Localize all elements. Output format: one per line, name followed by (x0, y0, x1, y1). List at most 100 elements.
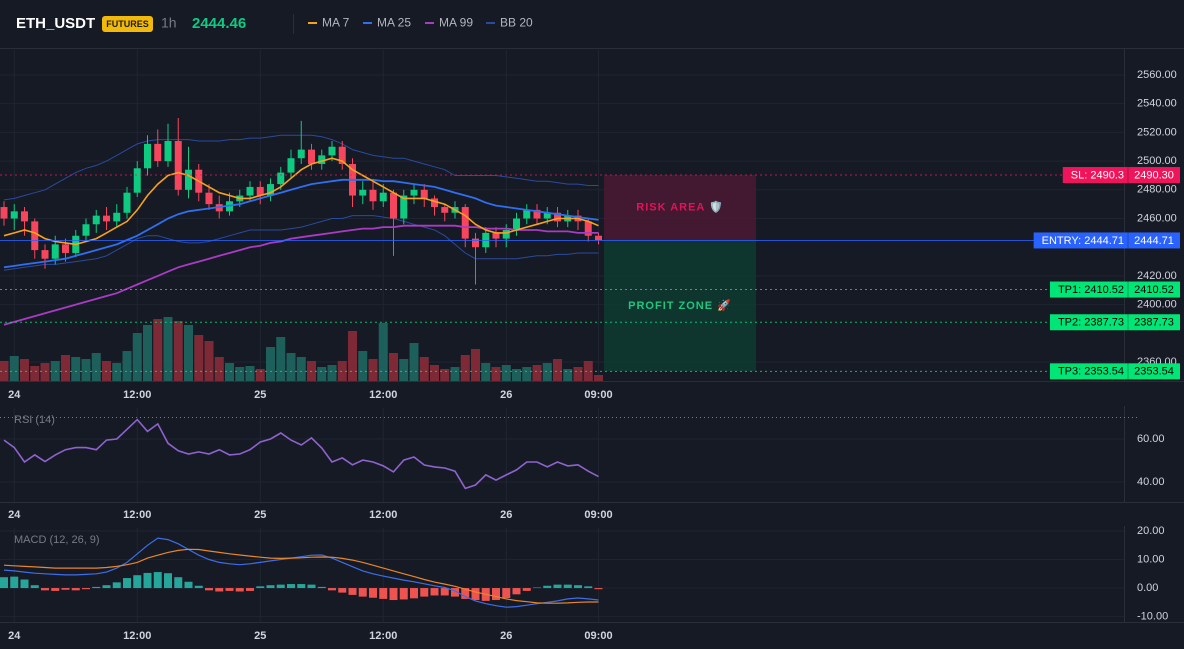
level-price-box (1128, 281, 1180, 298)
volume-bar (122, 351, 132, 381)
volume-bar (368, 359, 378, 381)
candle-body (359, 189, 367, 196)
volume-bar (276, 337, 286, 381)
volume-bar (542, 363, 552, 381)
histogram-bar (451, 588, 459, 597)
level-price-box (1128, 167, 1180, 184)
y-tick-label: 60.00 (1137, 433, 1165, 445)
histogram-bar (297, 584, 306, 589)
histogram-bar (164, 573, 172, 589)
histogram-bar (389, 588, 398, 601)
volume-bar (481, 363, 491, 381)
volume-bar (20, 359, 29, 381)
volume-bar (235, 367, 245, 381)
level-price: 2444.71 (1134, 235, 1174, 247)
histogram-bar (61, 588, 70, 590)
volume-bar (440, 369, 450, 381)
level-price-box (1128, 232, 1180, 249)
histogram-bar (410, 588, 418, 599)
zone (604, 175, 756, 241)
candle-body (133, 168, 141, 193)
volume-bar (460, 355, 470, 381)
candle-body (31, 221, 39, 251)
candle-body (554, 212, 561, 222)
pane-title: MACD (12, 26, 9) (14, 534, 100, 546)
histogram-bar (143, 572, 152, 589)
candle-body (246, 186, 254, 196)
x-tick-label: 12:00 (369, 389, 397, 401)
y-tick-label: -10.00 (1137, 610, 1168, 622)
histogram-bar (492, 588, 500, 601)
histogram-bar (184, 581, 193, 589)
candle-body (256, 186, 264, 196)
histogram-bar (553, 584, 562, 589)
volume-bar (40, 363, 50, 381)
candle-body (492, 232, 500, 239)
y-tick-label: 2560.00 (1137, 69, 1177, 81)
volume-bar (594, 375, 603, 381)
histogram-bar (276, 584, 285, 589)
bb-lower (3, 215, 599, 271)
x-tick-label: 09:00 (584, 630, 612, 642)
histogram-bar (123, 578, 131, 589)
histogram-bar (71, 588, 80, 591)
histogram-bar (82, 588, 90, 590)
candle-body (390, 192, 397, 219)
volume-bar (194, 335, 204, 381)
histogram-bar (153, 572, 162, 589)
legend-label: BB 20 (500, 16, 533, 30)
volume-bar (112, 363, 122, 381)
candle-body (318, 155, 326, 164)
zone-label: PROFIT ZONE 🚀 (628, 299, 732, 312)
volume-bar (430, 365, 439, 381)
zone-label: RISK AREA 🛡️ (636, 201, 723, 214)
histogram-bar (420, 588, 429, 597)
histogram-bar (563, 584, 572, 589)
volume-bar (286, 353, 296, 381)
candle-body (472, 238, 479, 248)
candle-body (277, 172, 285, 185)
histogram-bar (256, 586, 265, 589)
indicator-line (3, 548, 599, 604)
candle-body (513, 218, 520, 230)
level-price: 2490.30 (1134, 169, 1174, 181)
volume-bar (61, 355, 70, 381)
level-label-box (1049, 281, 1128, 298)
histogram-bar (20, 579, 29, 589)
candle-body (144, 143, 151, 169)
histogram-bar (379, 588, 388, 599)
x-tick-label: 24 (8, 630, 21, 642)
legend-label: MA 25 (377, 16, 411, 30)
candle-body (92, 215, 100, 225)
volume-bar (245, 366, 255, 381)
volume-bar (327, 365, 337, 381)
x-tick-label: 24 (8, 389, 21, 401)
volume-bar (491, 367, 501, 381)
candle-body (369, 189, 377, 202)
volume-bar (225, 363, 234, 381)
volume-bar (532, 365, 542, 381)
histogram-bar (51, 588, 60, 591)
candle-body (164, 141, 172, 162)
candle-body (10, 211, 18, 219)
ma-line (3, 157, 599, 246)
candle-body (267, 184, 274, 196)
histogram-bar (430, 588, 439, 596)
indicator-line (3, 537, 599, 608)
last-price: 2444.46 (192, 15, 246, 32)
candle-body (82, 224, 90, 236)
volume-bar (204, 341, 214, 381)
x-tick-label: 26 (500, 509, 512, 521)
volume-bar (450, 367, 460, 381)
candle-body (328, 146, 336, 156)
histogram-bar (30, 585, 39, 589)
histogram-bar (574, 585, 582, 589)
x-tick-label: 26 (500, 630, 512, 642)
candle-body (543, 212, 551, 219)
histogram-bar (225, 588, 234, 591)
candle-body (431, 198, 438, 208)
candle-body (41, 250, 49, 259)
volume-bar (71, 357, 81, 381)
histogram-bar (358, 588, 367, 597)
volume-bar (81, 359, 91, 381)
